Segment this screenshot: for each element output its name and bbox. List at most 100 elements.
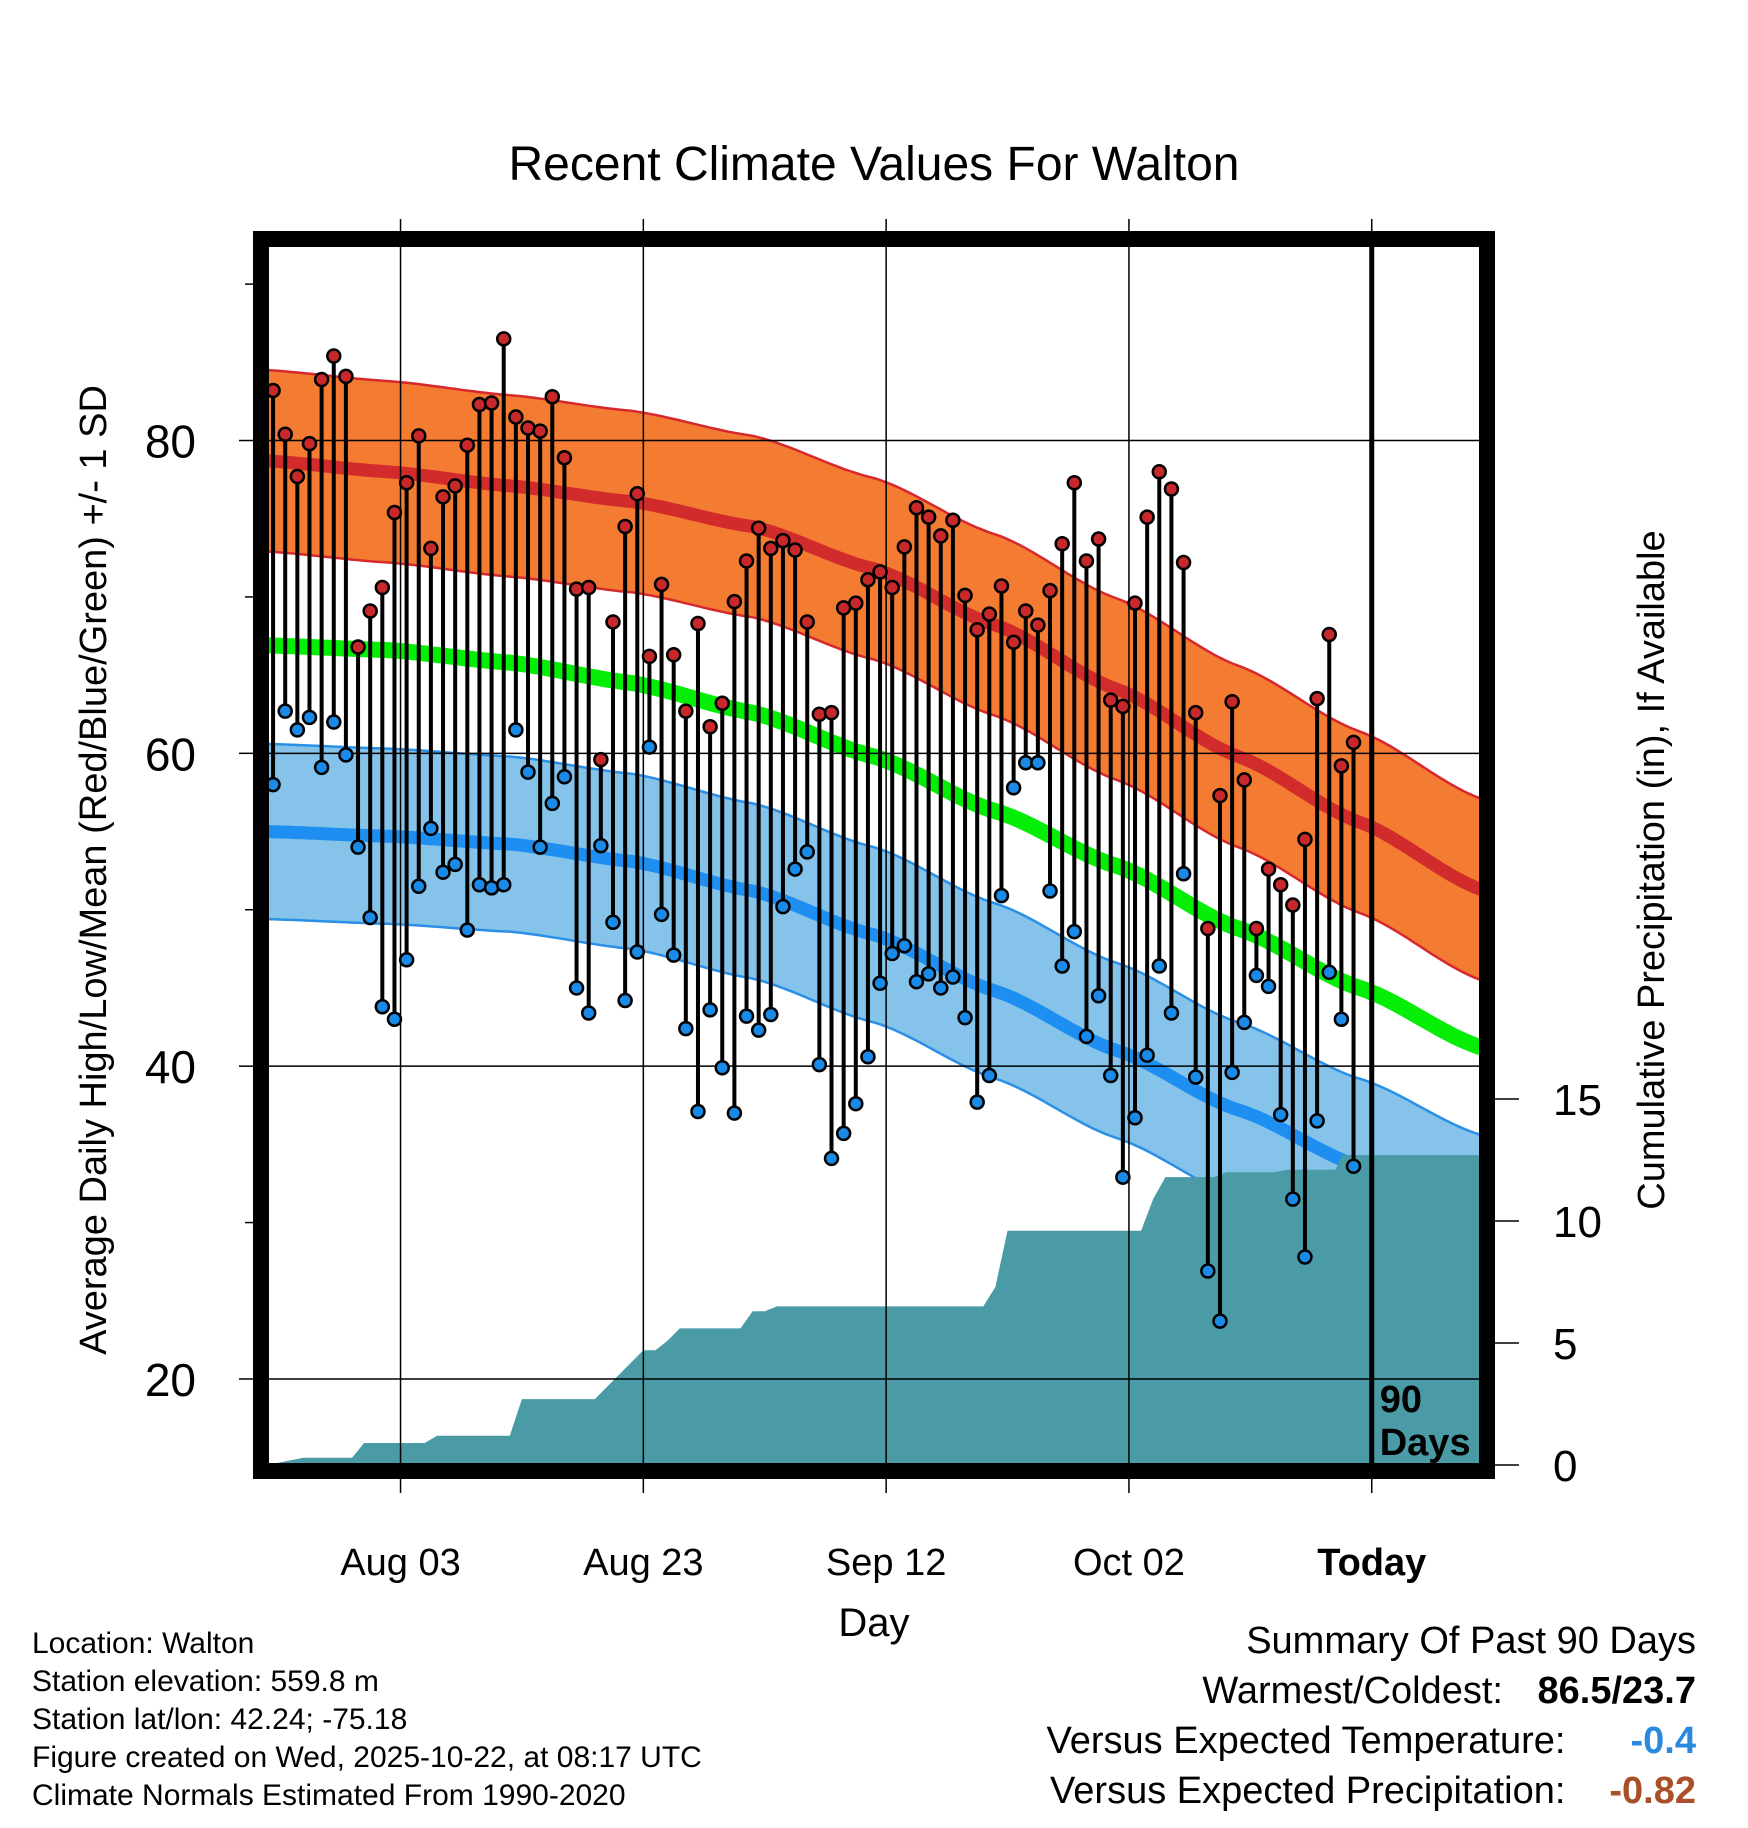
daily-high-point bbox=[580, 579, 597, 596]
daily-low-point bbox=[1151, 958, 1168, 974]
daily-high-point bbox=[653, 576, 670, 593]
daily-low-point bbox=[580, 1005, 597, 1021]
summary-temp-row: Versus Expected Temperature: -0.4 bbox=[1047, 1716, 1696, 1766]
daily-high-point bbox=[714, 695, 730, 712]
daily-high-point bbox=[1078, 553, 1095, 569]
summary-temp-value: -0.4 bbox=[1630, 1720, 1696, 1762]
daily-low-point bbox=[1345, 1158, 1362, 1175]
footer-latlon: Station lat/lon: 42.24; -75.18 bbox=[32, 1703, 408, 1736]
daily-high-point bbox=[1066, 474, 1083, 491]
summary-warmest-row: Warmest/Coldest: 86.5/23.7 bbox=[1047, 1666, 1696, 1716]
daily-low-point bbox=[653, 906, 670, 923]
daily-high-point bbox=[848, 595, 864, 611]
daily-high-point bbox=[362, 603, 378, 619]
daily-high-point bbox=[1090, 531, 1107, 547]
daily-low-point bbox=[884, 945, 900, 962]
daily-low-point bbox=[945, 969, 961, 985]
x-tick-label: Oct 02 bbox=[1073, 1542, 1185, 1584]
daily-low-point bbox=[1005, 779, 1022, 796]
daily-low-point bbox=[665, 947, 682, 963]
daily-low-point bbox=[908, 973, 925, 990]
summary-panel: Summary Of Past 90 Days Warmest/Coldest:… bbox=[1047, 1616, 1696, 1816]
daily-low-point bbox=[350, 839, 366, 855]
daily-high-point bbox=[1260, 861, 1277, 877]
daily-high-point bbox=[267, 382, 281, 399]
daily-high-point bbox=[1236, 772, 1253, 788]
daily-high-point bbox=[896, 539, 913, 555]
daily-high-point bbox=[617, 518, 633, 535]
daily-high-point bbox=[763, 540, 779, 557]
daily-low-point bbox=[313, 759, 330, 776]
daily-low-point bbox=[678, 1020, 694, 1037]
daily-low-point bbox=[508, 722, 524, 738]
summary-precip-value: -0.82 bbox=[1609, 1770, 1696, 1812]
summary-temp-label: Versus Expected Temperature: bbox=[1046, 1720, 1566, 1762]
daily-low-point bbox=[629, 944, 646, 960]
daily-low-point bbox=[398, 952, 415, 968]
daily-high-point bbox=[665, 647, 682, 663]
footer-created: Figure created on Wed, 2025-10-22, at 08… bbox=[32, 1741, 702, 1774]
daily-low-point bbox=[1321, 964, 1337, 981]
daily-low-point bbox=[799, 844, 815, 860]
daily-high-point bbox=[532, 423, 548, 439]
daily-high-point bbox=[1115, 698, 1131, 715]
daily-low-point bbox=[362, 909, 378, 926]
daily-high-point bbox=[945, 512, 961, 529]
daily-low-point bbox=[593, 837, 609, 854]
daily-low-point bbox=[411, 878, 427, 895]
daily-high-point bbox=[508, 409, 524, 425]
daily-high-point bbox=[1285, 897, 1301, 913]
y2-tick-label: 15 bbox=[1553, 1076, 1602, 1125]
daily-low-point bbox=[1175, 866, 1192, 882]
daily-high-point bbox=[301, 435, 318, 452]
daily-high-point bbox=[678, 703, 694, 719]
daily-low-point bbox=[374, 998, 391, 1015]
daily-low-point bbox=[1248, 967, 1265, 984]
daily-low-point bbox=[1102, 1067, 1119, 1084]
daily-high-point bbox=[981, 606, 998, 622]
y-tick-label: 20 bbox=[145, 1354, 196, 1406]
daily-high-point bbox=[313, 371, 330, 388]
daily-low-point bbox=[289, 722, 306, 738]
daily-high-point bbox=[1224, 693, 1240, 710]
plot-frame bbox=[253, 231, 1495, 1479]
daily-low-point bbox=[617, 992, 633, 1009]
daily-high-point bbox=[556, 449, 573, 466]
daily-high-point bbox=[386, 504, 403, 521]
daily-low-point bbox=[860, 1049, 876, 1065]
daily-low-point bbox=[775, 898, 791, 915]
daily-high-point bbox=[1212, 787, 1228, 804]
daily-high-point bbox=[398, 474, 415, 491]
daily-low-point bbox=[326, 714, 342, 730]
daily-high-point bbox=[1297, 831, 1313, 848]
daily-high-point bbox=[1018, 603, 1034, 619]
daily-low-point bbox=[520, 764, 536, 780]
daily-high-point bbox=[799, 614, 815, 630]
daily-high-point bbox=[872, 564, 888, 580]
x-tick-label: Aug 23 bbox=[583, 1542, 703, 1584]
daily-high-point bbox=[1042, 582, 1058, 599]
normal-high-band bbox=[267, 368, 1481, 982]
daily-low-point bbox=[1236, 1014, 1253, 1031]
daily-low-point bbox=[750, 1022, 767, 1038]
daily-high-point bbox=[435, 489, 451, 505]
daily-low-point bbox=[386, 1011, 403, 1027]
daily-low-point bbox=[1115, 1169, 1131, 1185]
daily-low-point bbox=[1042, 883, 1058, 899]
daily-low-point bbox=[267, 776, 281, 793]
daily-low-point bbox=[969, 1094, 985, 1110]
daily-high-point bbox=[1187, 704, 1204, 721]
y2-tick-label: 10 bbox=[1553, 1198, 1602, 1247]
daily-high-point bbox=[1163, 481, 1180, 497]
daily-low-point bbox=[1187, 1069, 1204, 1085]
daily-low-point bbox=[532, 839, 548, 855]
daily-high-point bbox=[411, 428, 427, 444]
daily-high-point bbox=[908, 500, 925, 516]
daily-low-point bbox=[1163, 1005, 1180, 1021]
daily-low-point bbox=[763, 1006, 779, 1023]
daily-high-point bbox=[1139, 509, 1155, 525]
daily-high-point bbox=[641, 648, 658, 665]
daily-high-point bbox=[1309, 690, 1325, 707]
summary-precip-row: Versus Expected Precipitation: -0.82 bbox=[1047, 1766, 1696, 1816]
